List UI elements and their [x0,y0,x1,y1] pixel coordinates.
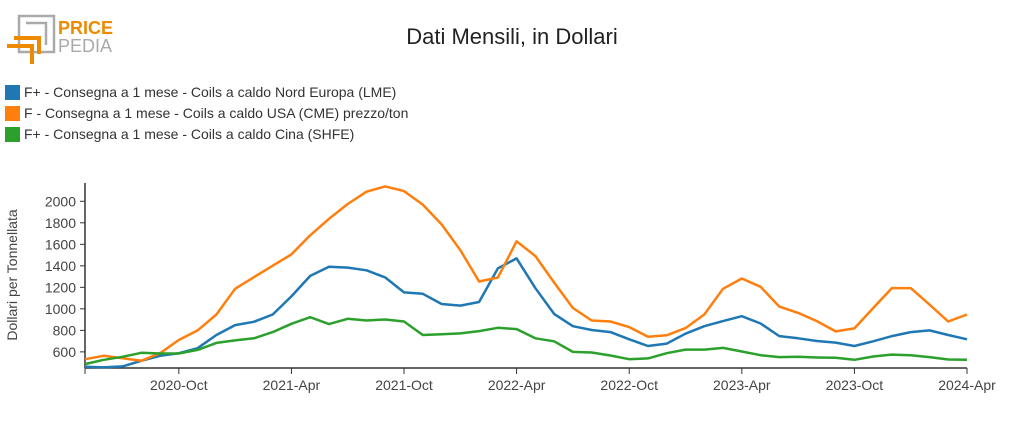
x-tick-label: 2020-Oct [150,377,208,393]
series-line-0 [84,257,968,369]
pricepedia-logo: PRICE PEDIA [7,14,113,64]
legend-item-cme[interactable]: F - Consegna a 1 mese - Coils a caldo US… [5,105,408,121]
y-tick-label: 1400 [45,258,76,274]
legend-swatch-green [5,126,20,142]
x-tick-label: 2021-Oct [375,377,433,393]
svg-text:PRICE: PRICE [58,18,113,38]
y-tick-label: 1000 [45,301,76,317]
y-tick-label: 1800 [45,215,76,231]
legend-label: F+ - Consegna a 1 mese - Coils a caldo C… [24,126,355,142]
legend-swatch-orange [5,105,20,121]
x-tick-label: 2023-Oct [826,377,884,393]
x-tick-label: 2021-Apr [263,377,321,393]
y-tick-label: 1600 [45,236,76,252]
x-tick-label: 2023-Apr [713,377,771,393]
x-tick-label: 2022-Oct [600,377,658,393]
x-tick-label: 2024-Apr [938,377,996,393]
y-tick-label: 600 [53,344,77,360]
series-line-2 [84,315,968,366]
legend-label: F - Consegna a 1 mese - Coils a caldo US… [24,105,409,121]
y-tick-label: 2000 [45,193,76,209]
legend-swatch-blue [5,84,20,100]
svg-text:PEDIA: PEDIA [58,36,112,56]
legend-item-shfe[interactable]: F+ - Consegna a 1 mese - Coils a caldo C… [5,126,354,142]
y-axis-label: Dollari per Tonnellata [4,209,20,340]
y-tick-label: 1200 [45,279,76,295]
series-line-1 [84,185,968,363]
chart-title: Dati Mensili, in Dollari [406,24,618,49]
y-tick-label: 800 [53,322,77,338]
x-tick-label: 2022-Apr [488,377,546,393]
legend-item-lme[interactable]: F+ - Consegna a 1 mese - Coils a caldo N… [5,84,396,100]
legend-label: F+ - Consegna a 1 mese - Coils a caldo N… [24,84,397,100]
